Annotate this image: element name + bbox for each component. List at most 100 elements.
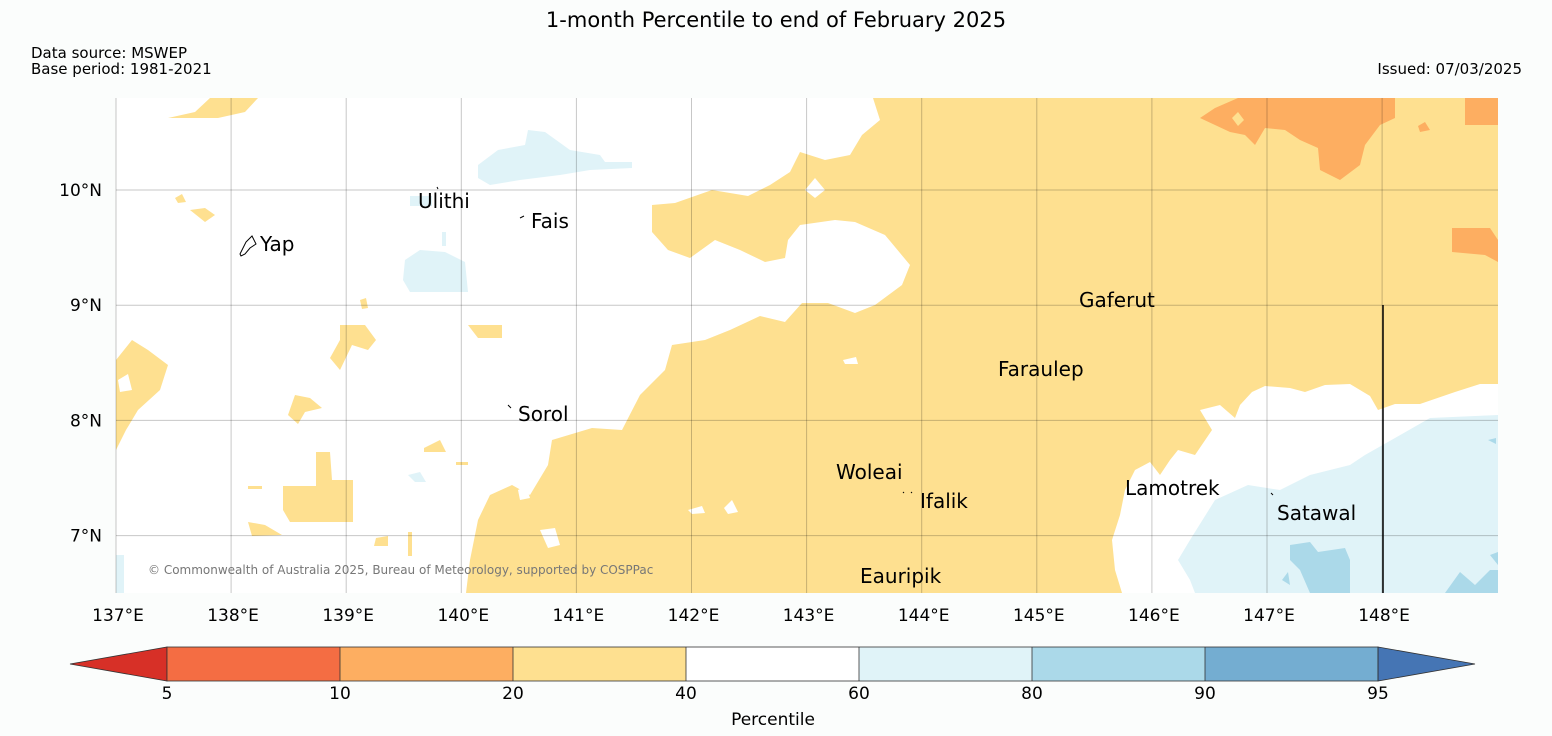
- longitude-tick-label: 137°E: [92, 606, 144, 626]
- white-pocket: [724, 500, 738, 514]
- percentile-20-40-patch: [175, 194, 186, 203]
- longitude-tick-label: 142°E: [668, 606, 720, 626]
- percentile-20-40-patch: [468, 325, 502, 338]
- colorbar-tick-label: 80: [1021, 684, 1043, 704]
- colorbar-tick-label: 40: [675, 684, 697, 704]
- percentile-60-80-patch: [408, 472, 426, 482]
- ulithi-island-shape: [436, 186, 439, 190]
- colorbar-below-5-extension: [69, 646, 168, 682]
- place-label-satawal: Satawal: [1277, 501, 1356, 525]
- percentile-60-80-patch: [478, 130, 632, 185]
- percentile-20-40-patch: [360, 298, 368, 309]
- percentile-20-40-patch: [168, 98, 258, 118]
- longitude-tick-label: 148°E: [1358, 606, 1410, 626]
- fais-island-shape: [519, 215, 525, 219]
- colorbar-tick-label: 10: [329, 684, 351, 704]
- percentile-80-90-patch: [1282, 572, 1290, 585]
- percentile-80-90-patch: [1490, 552, 1498, 565]
- map-panel: [116, 98, 1498, 593]
- percentile-80-90-patch: [1445, 570, 1498, 593]
- white-pocket: [688, 506, 705, 514]
- place-label-faraulep: Faraulep: [998, 357, 1084, 381]
- longitude-tick-label: 143°E: [783, 606, 835, 626]
- longitude-tick-label: 139°E: [322, 606, 374, 626]
- percentile-20-40-patch: [374, 536, 388, 546]
- colorbar-above-95-extension: [1377, 646, 1476, 682]
- latitude-tick-label: 9°N: [70, 296, 102, 316]
- colorbar-segment-90-95: [1205, 647, 1378, 681]
- place-label-lamotrek: Lamotrek: [1125, 476, 1220, 500]
- longitude-tick-label: 146°E: [1128, 606, 1180, 626]
- percentile-20-40-patch: [330, 325, 376, 370]
- colorbar-dividers: [339, 647, 1206, 681]
- colorbar-label: Percentile: [731, 710, 815, 730]
- colorbar-segment-60-80: [859, 647, 1032, 681]
- satawal-island-shape: [1270, 492, 1274, 496]
- colorbar-segment-80-90: [1032, 647, 1205, 681]
- percentile-10-20-patch: [1452, 228, 1498, 262]
- percentile-10-20-patch: [1418, 122, 1430, 132]
- percentile-20-40-patch: [424, 440, 446, 452]
- colorbar: 5 10 20 40 60 80 90 95 Percentile: [69, 646, 1476, 730]
- percentile-60-80-region: [1178, 415, 1498, 593]
- percentile-80-90-patch: [1290, 542, 1350, 593]
- island-outlines: [239, 186, 1274, 496]
- latitude-tick-labels: 10°N 9°N 8°N 7°N: [59, 181, 102, 547]
- percentile-20-40-pocket: [1232, 112, 1244, 126]
- colorbar-segment-5-10: [167, 647, 340, 681]
- place-label-eauripik: Eauripik: [860, 564, 942, 588]
- place-label-fais: Fais: [531, 209, 569, 233]
- longitude-tick-label: 138°E: [207, 606, 259, 626]
- colorbar-tick-labels: 5 10 20 40 60 80 90 95: [162, 684, 1389, 704]
- longitude-tick-label: 141°E: [553, 606, 605, 626]
- percentile-20-40-patch: [190, 208, 215, 222]
- colorbar-segment-10-20: [340, 647, 513, 681]
- colorbar-tick-label: 90: [1194, 684, 1216, 704]
- percentile-10-20-patch: [1465, 98, 1498, 125]
- longitude-tick-label: 147°E: [1243, 606, 1295, 626]
- colorbar-segment-20-40: [513, 647, 686, 681]
- base-period-text: Base period: 1981-2021: [31, 60, 212, 78]
- percentile-20-40-patch: [288, 395, 322, 424]
- place-label-gaferut: Gaferut: [1079, 288, 1155, 312]
- ifalik-island-shape: [902, 491, 913, 494]
- white-pocket: [805, 178, 825, 198]
- longitude-tick-label: 145°E: [1013, 606, 1065, 626]
- place-label-yap: Yap: [259, 232, 294, 256]
- place-label-sorol: Sorol: [518, 402, 569, 426]
- place-label-woleai: Woleai: [836, 460, 903, 484]
- longitude-tick-label: 140°E: [437, 606, 489, 626]
- colorbar-tick-label: 5: [162, 684, 173, 704]
- white-pocket: [843, 357, 858, 364]
- latitude-tick-label: 10°N: [59, 181, 102, 201]
- issued-date: Issued: 07/03/2025: [1377, 60, 1522, 78]
- copyright-credit: © Commonwealth of Australia 2025, Bureau…: [148, 563, 653, 577]
- white-pocket: [518, 486, 530, 500]
- percentile-20-40-region: [466, 98, 1498, 593]
- colorbar-outline: [166, 646, 1379, 682]
- colorbar-tick-label: 60: [848, 684, 870, 704]
- percentile-20-40-patch: [116, 340, 168, 450]
- yap-island-shape: [239, 235, 257, 257]
- place-label-ifalik: Ifalik: [920, 489, 968, 513]
- percentile-20-40-patch: [248, 522, 282, 536]
- data-source-text: Data source: MSWEP: [31, 44, 188, 62]
- colorbar-segment-40-60: [686, 647, 859, 681]
- percentile-60-80-patch: [442, 232, 446, 246]
- percentile-20-40-patch: [248, 486, 262, 489]
- percentile-20-40-patch: [408, 532, 412, 556]
- percentile-60-80-patch: [116, 555, 124, 593]
- percentile-80-90-patch: [1488, 438, 1496, 444]
- longitude-tick-labels: 137°E 138°E 139°E 140°E 141°E 142°E 143°E 144°E…: [92, 606, 1410, 626]
- percentile-60-80-patch: [410, 196, 432, 206]
- latitude-tick-label: 7°N: [70, 527, 102, 547]
- latitude-tick-label: 8°N: [70, 411, 102, 431]
- percentile-60-80-patch: [403, 250, 468, 292]
- longitude-tick-label: 144°E: [898, 606, 950, 626]
- source-info: Data source: MSWEP Base period: 1981-202…: [31, 45, 212, 77]
- place-label-ulithi: Ulithi: [418, 189, 470, 213]
- percentile-20-40-patch: [283, 452, 353, 522]
- map-title: 1-month Percentile to end of February 20…: [545, 8, 1007, 32]
- white-pocket: [540, 528, 560, 548]
